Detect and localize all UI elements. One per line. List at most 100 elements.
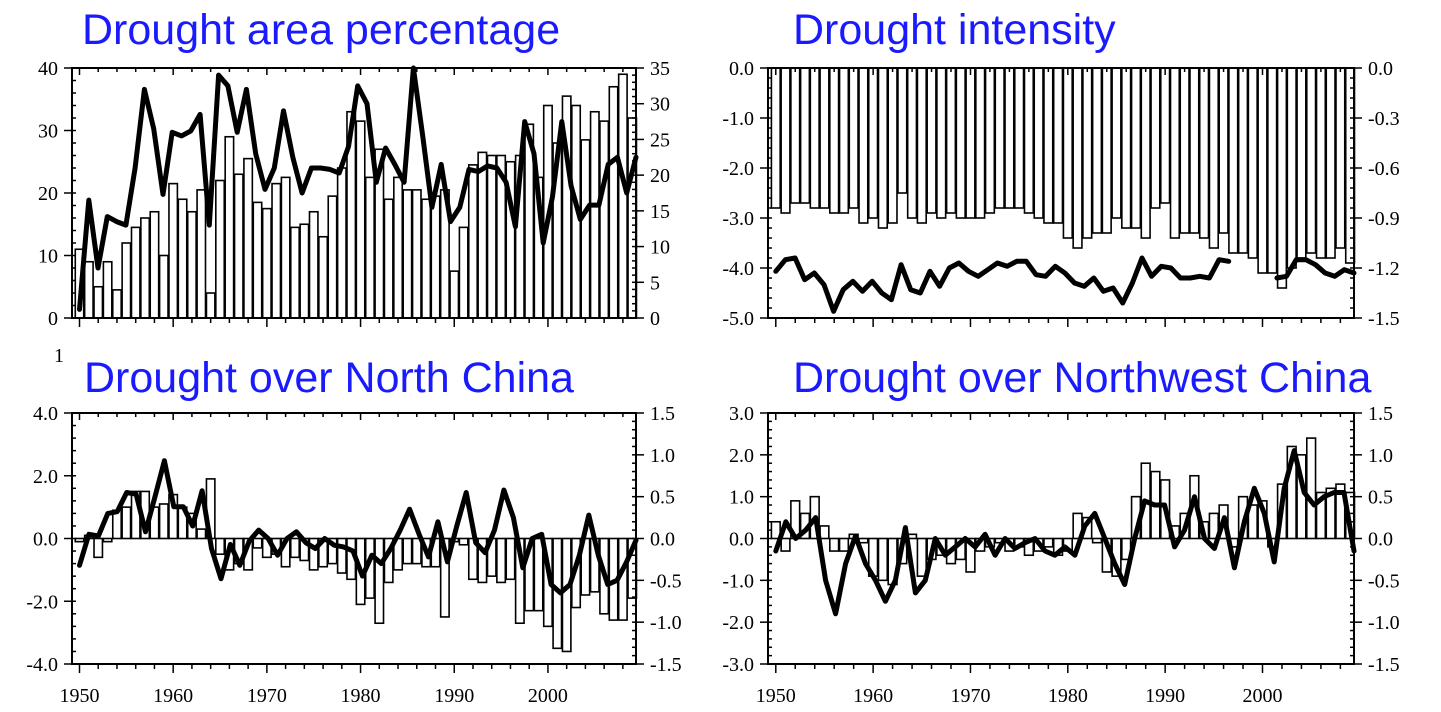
bar [327,195,338,319]
bar [1296,67,1307,259]
bar [780,537,791,552]
y-tick-label-left: 0.0 [729,58,754,80]
bar [906,67,918,219]
y-tick-label-right: 0.5 [1368,487,1393,509]
y-tick-label-left: 0.0 [729,529,754,551]
series-line [1274,257,1357,281]
bar [458,226,469,319]
bar [1267,67,1278,274]
bar [1091,67,1103,234]
bar [1169,67,1181,239]
y-tick-label-right: -1.5 [1368,308,1400,330]
bar [887,67,898,224]
bar [1082,67,1093,239]
bar [1043,67,1054,224]
y-tick-label-right: 0.0 [1368,529,1393,551]
bar [799,67,811,204]
bar [1130,67,1142,229]
bar [1208,512,1220,540]
bar [1247,504,1258,540]
bar [1198,67,1210,239]
bar [383,198,394,319]
bar [897,67,908,194]
y-tick-label-left: -2.0 [722,612,754,634]
y-tick-label-left: 2.0 [33,466,58,488]
y-tick-label-right: 1.0 [1368,445,1393,467]
bar [439,537,450,618]
y-tick-label-right: -0.6 [1368,158,1400,180]
bar [318,235,329,319]
y-tick-label-right: 0.0 [1368,58,1393,80]
bar [130,226,141,319]
bar [74,537,85,543]
y-tick-label-right: 25 [650,129,670,151]
bar [336,167,347,319]
bar [945,67,957,214]
bar [1140,67,1151,239]
y-tick-label-right: 1.5 [1368,403,1393,425]
y-tick-label-left: -4.0 [26,654,58,676]
panel-title: Drought area percentage [82,6,560,54]
bar [121,242,132,319]
bar [1276,67,1288,289]
x-tick-label: 1960 [153,685,193,707]
bar [1121,67,1132,229]
series-line [773,255,1232,314]
x-tick-label: 2000 [1242,685,1282,707]
bar [916,67,927,224]
bar [1043,537,1054,548]
panel-title: Drought over North China [84,354,574,402]
bar [280,176,291,319]
bar [1257,67,1268,274]
bar [505,537,516,581]
y-tick-label-left: -2.0 [722,158,754,180]
bar [877,67,889,229]
bar [858,67,869,224]
bar [1033,67,1044,219]
bar [589,110,600,319]
bar [1325,67,1336,259]
panel-4: Drought over Northwest China 3.0 2.0 1.0 0.0… [722,354,1399,707]
bar [158,503,169,540]
series-line [77,65,639,312]
x-tick-label: 1950 [59,685,99,707]
bar [1111,67,1122,219]
bar [561,537,572,653]
y-tick-label-right: -0.5 [1368,570,1400,592]
bar [1004,67,1015,209]
bar [1023,67,1035,214]
bar [402,189,413,319]
bar [1072,67,1083,249]
bar [877,537,889,582]
panel-3: Drought over North China 4.0 2.0 0.0 -2.0 -4.… [26,354,681,707]
y-tick-label-right: 0.5 [650,487,675,509]
bar [196,189,207,319]
bar [111,289,122,319]
y-tick-label-right: 10 [650,237,670,259]
bar [177,198,188,319]
y-tick-label-left: 0 [48,308,58,330]
bar [1189,67,1200,234]
bar [233,173,244,319]
bar [1101,67,1112,234]
bar [965,537,976,573]
bar [1247,67,1258,259]
bar [1179,67,1190,234]
bar [617,73,628,319]
y-tick-label-left: -4.0 [722,258,754,280]
bar [819,525,830,540]
bar [430,195,441,319]
bar [261,207,272,319]
bar [994,67,1005,209]
bar [580,139,591,319]
y-tick-label-right: -1.5 [650,654,682,676]
bar [252,537,263,549]
bar [975,67,986,219]
bar [449,270,460,319]
bar [838,67,850,214]
bar [93,537,104,559]
bar [308,210,319,319]
x-tick-label: 1970 [247,685,287,707]
bar [243,157,254,319]
